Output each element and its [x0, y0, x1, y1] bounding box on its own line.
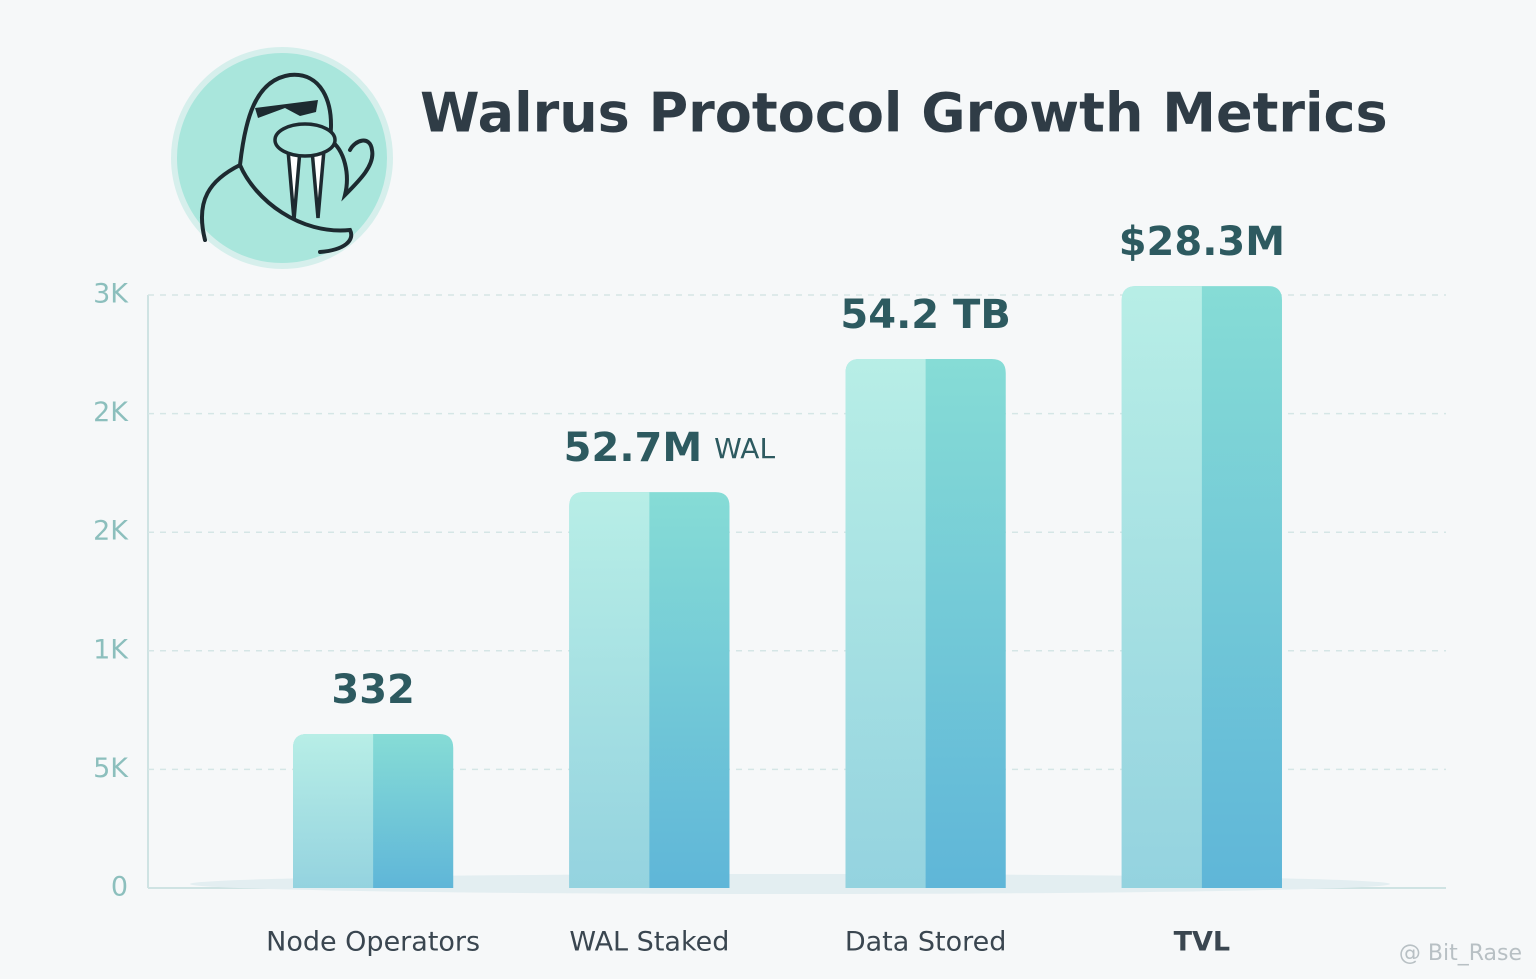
data-label: 54.2 TB [840, 292, 1010, 338]
bar-highlight [1121, 286, 1202, 889]
data-label-value: 332 [331, 667, 415, 713]
logo [171, 47, 393, 269]
y-tick-label: 2K [93, 516, 129, 547]
y-tick-label: 3K [93, 279, 129, 310]
y-tick-label: 1K [93, 634, 129, 665]
data-label: 52.7M WAL [564, 425, 776, 471]
x-tick-label: Node Operators [266, 927, 480, 958]
bar-highlight [569, 492, 650, 888]
y-tick-label: 0 [111, 872, 128, 903]
floor-shadow [190, 874, 1390, 894]
x-tick-label: Data Stored [845, 927, 1007, 958]
data-label: 332 [331, 667, 415, 713]
data-label-value: $28.3M [1119, 219, 1285, 265]
y-tick-label: 5K [93, 753, 129, 784]
chart-title: Walrus Protocol Growth Metrics [420, 82, 1388, 145]
data-label-value: 52.7M [564, 425, 703, 471]
x-tick-label: WAL Staked [569, 927, 729, 958]
watermark: @ Bit_Rase [1399, 941, 1522, 966]
x-tick-label: TVL [1174, 927, 1231, 958]
bar-highlight [845, 359, 926, 888]
data-label-unit: WAL [714, 432, 775, 465]
data-label: $28.3M [1119, 219, 1285, 265]
y-tick-label: 2K [93, 397, 129, 428]
data-label-value: 54.2 TB [840, 292, 1010, 338]
bar-highlight [293, 734, 374, 888]
